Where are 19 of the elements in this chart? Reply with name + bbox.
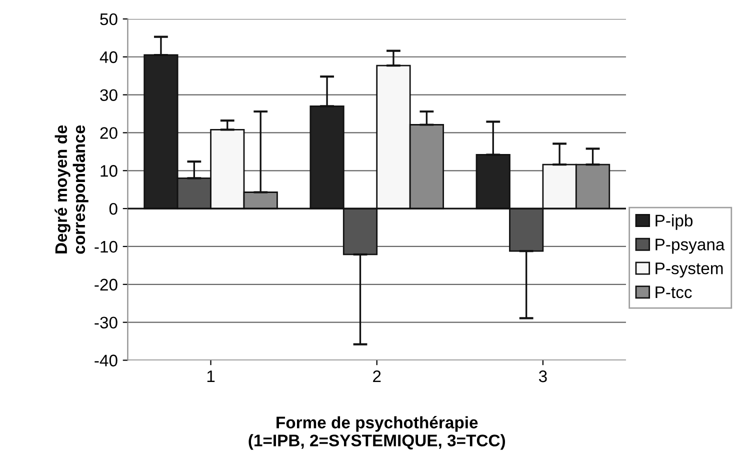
y-tick-label: -40 — [94, 354, 118, 366]
legend-label: P-system — [656, 262, 723, 278]
y-tick-label: -10 — [94, 240, 118, 253]
x-axis-title: Forme de psychothérapie (1=IPB, 2=SYSTEMIQUE, 3=TCC) — [248, 416, 506, 450]
y-tick-label: -20 — [94, 278, 118, 291]
y-axis-title: Degré moyen de correspondance — [54, 125, 88, 254]
y-tick-label: 50 — [100, 13, 118, 26]
y-tick-label: 10 — [100, 165, 118, 177]
y-tick-label: 20 — [100, 127, 118, 139]
legend-label: P-ipb — [656, 214, 693, 230]
legend-label: P-psyana — [656, 238, 725, 254]
y-tick-label: 30 — [100, 89, 118, 102]
y-tick-label: 0 — [109, 202, 118, 215]
legend-label: P-tcc — [656, 286, 692, 298]
x-tick-label: 3 — [538, 370, 547, 382]
y-tick-label: 40 — [100, 51, 118, 64]
y-tick-label: -30 — [94, 316, 118, 329]
x-tick-label: 1 — [207, 370, 215, 382]
x-tick-label: 2 — [373, 370, 381, 382]
